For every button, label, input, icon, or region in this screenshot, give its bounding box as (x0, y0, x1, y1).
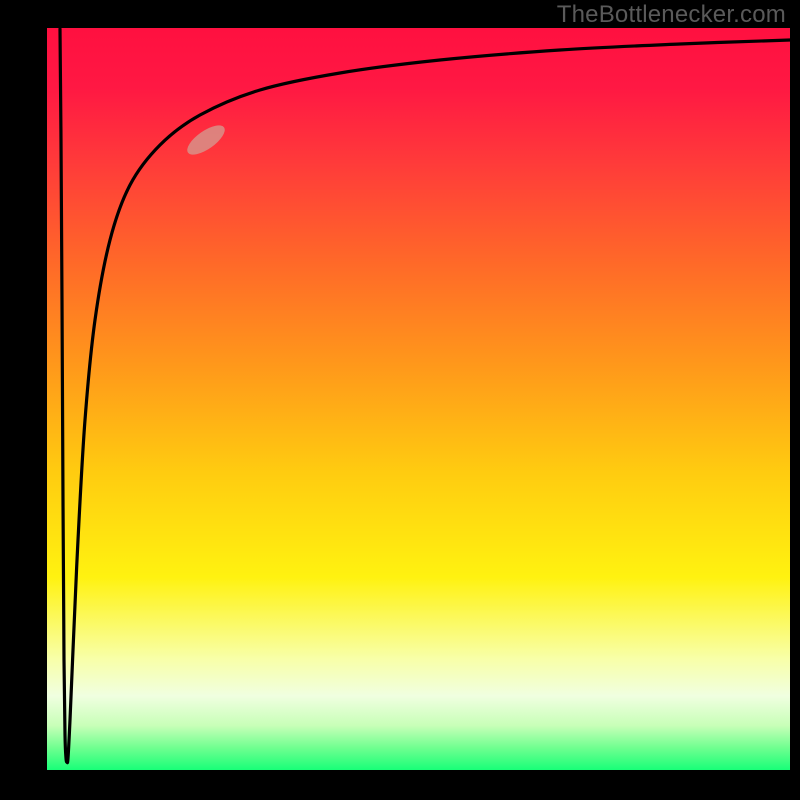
bottleneck-curve (60, 29, 790, 763)
highlight-marker (183, 120, 229, 160)
curve-layer (47, 28, 790, 770)
plot-area (47, 28, 790, 770)
chart-frame: TheBottlenecker.com (0, 0, 800, 800)
watermark-text: TheBottlenecker.com (557, 1, 786, 29)
